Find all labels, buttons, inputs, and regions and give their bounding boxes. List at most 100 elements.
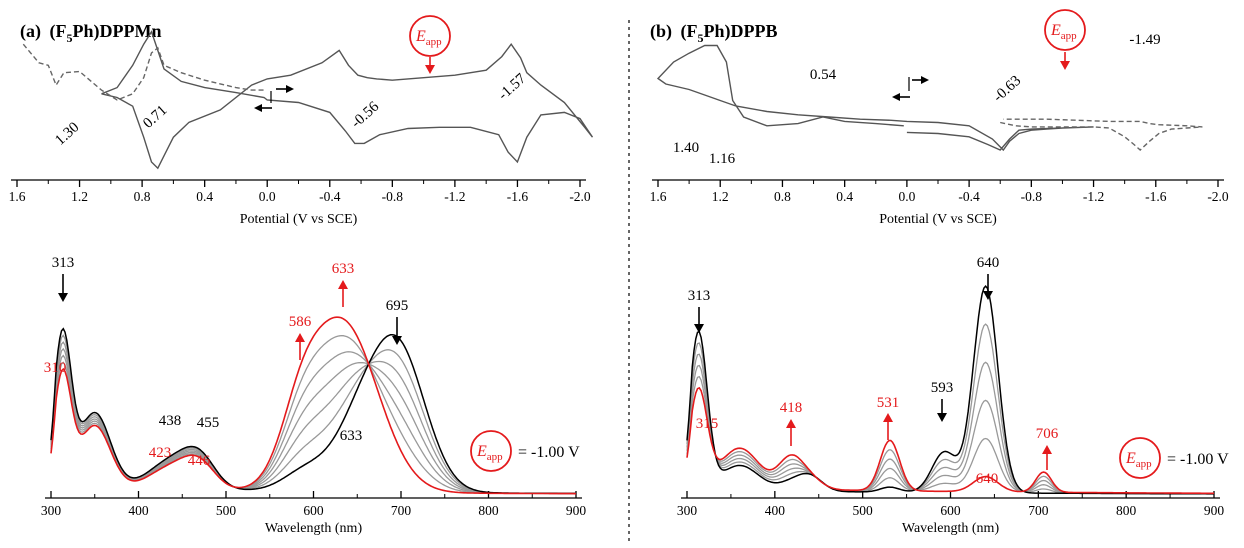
cv_a-tick-label: 0.8 (134, 189, 151, 204)
uv-b-peak-706: 706 (1036, 426, 1059, 442)
uv-a-peak-313: 313 (52, 255, 75, 271)
panel-b-tag: (b) (650, 21, 672, 42)
uv-a-eapp-badge-e: E (476, 443, 487, 460)
uv_b-tick-label: 400 (765, 503, 786, 518)
cv-chart-a: 1.6 1.2 0.8 0.4 0.0 -0.4 -0.8 -1.2 -1.6 -2.0 Poten… (9, 15, 594, 227)
cv-a-eapp-arrow-head (425, 65, 435, 74)
cv_a-tick-label: 0.4 (196, 189, 213, 204)
cv-a-peak-0-71: 0.71 (140, 102, 170, 131)
cv_b-tick-label: -1.6 (1145, 189, 1167, 204)
cv_a-tick-label: -2.0 (569, 189, 591, 204)
cv-b-eapp-badge-label: Eapp (1050, 22, 1077, 42)
cv-a-reverse-arrow-head (254, 104, 262, 112)
uv-a-peak-633-black: 633 (340, 428, 363, 444)
uv_a-spectrum-intermediate (50, 351, 576, 495)
uv_a-tick-label: 700 (391, 503, 412, 518)
uv_a-spectrum-final (50, 316, 576, 495)
uv_a-tick-label: 500 (216, 503, 237, 518)
cv-b-peak-1-40: 1.40 (673, 140, 699, 156)
cv-b-peak-1-16: 1.16 (709, 151, 736, 167)
uv_a-tick-label: 600 (303, 503, 324, 518)
panel-b-compound-post: Ph)DPPB (704, 21, 778, 42)
uv-a-peak-423: 423 (149, 445, 172, 461)
uv_a-tick-label: 400 (128, 503, 149, 518)
uv_a-spectrum-initial (50, 327, 576, 495)
cv-a-eapp-badge-label: Eapp (415, 28, 442, 48)
cv_b-tick-label: -2.0 (1207, 189, 1229, 204)
cv-b-peak-neg-1-49: -1.49 (1129, 32, 1160, 48)
cv-a-peak-neg-0-56: -0.56 (348, 98, 382, 131)
uv-a-peak-695: 695 (386, 298, 409, 314)
uv-a-peak-586: 586 (289, 314, 312, 330)
cv-a-eapp-badge-sub: app (426, 36, 442, 48)
panel-a-compound-sub: 5 (67, 31, 73, 45)
panel-a-compound-post: Ph)DPPMn (73, 21, 162, 42)
cv_b-tick-label: 0.4 (836, 189, 853, 204)
uv-b-arrow-313-head (694, 324, 704, 333)
cv_b-tick-label: -0.4 (958, 189, 980, 204)
uv-chart-b: 300 400 500 600 700 800 900 Wavelength (nm) 313 5… (677, 255, 1229, 536)
uv-b-peak-315: 315 (696, 416, 719, 432)
cv-b-peak-0-54: 0.54 (810, 67, 837, 83)
panel-b-title: (b) (F5Ph)DPPB (650, 21, 778, 45)
uv-b-peak-640: 640 (977, 255, 1000, 271)
cv_a-tick-label: 0.0 (259, 189, 276, 204)
uv-a-eapp-badge-circle (470, 430, 512, 472)
uv-a-arrow-695-head (392, 336, 402, 345)
uv-a-peak-438: 438 (159, 413, 182, 429)
uv-b-arrow-640-head (983, 291, 993, 300)
uv-a-peak-633-red: 633 (332, 261, 355, 277)
uv-b-eapp-value: = -1.00 V (1167, 451, 1229, 468)
uv-b-peak-640-red: 640 (976, 471, 999, 487)
cv-a-peak-1-30: 1.30 (52, 119, 82, 148)
cv_b-tick-label: -1.2 (1083, 189, 1104, 204)
cv-b-eapp-badge-sub: app (1061, 30, 1077, 42)
uv-b-arrow-418-head (786, 419, 796, 428)
cv_b-tick-label: 0.8 (774, 189, 791, 204)
cv_b-tick-label: 1.2 (712, 189, 729, 204)
uv-a-eapp-value: = -1.00 V (518, 444, 580, 461)
cv_b-series-solid (656, 44, 1094, 152)
uv-b-arrow-531-head (883, 413, 893, 422)
cv-a-forward-arrow-head (286, 85, 294, 93)
uv-a-arrow-586-head (295, 333, 305, 342)
panel-a-title: (a) (F5Ph)DPPMn (20, 21, 162, 45)
cv_b-tick-label: -0.8 (1021, 189, 1043, 204)
cv-a-eapp-badge-circle (409, 15, 451, 57)
uv_b-tick-label: 600 (940, 503, 961, 518)
cv-b-reverse-arrow-head (892, 93, 900, 101)
uv_b-tick-label: 500 (853, 503, 874, 518)
cv_a-tick-label: -1.6 (507, 189, 529, 204)
cv_a-tick-label: 1.2 (71, 189, 88, 204)
cv_a-tick-label: -0.4 (319, 189, 341, 204)
uv-a-peak-310: 310 (44, 360, 67, 376)
cv_b-tick-label: 0.0 (898, 189, 915, 204)
cv-a-eapp-badge-e: E (415, 28, 426, 45)
uv_a-tick-label: 300 (41, 503, 62, 518)
uv-b-arrow-593-head (937, 413, 947, 422)
uv-b-arrow-706-head (1042, 445, 1052, 454)
uv-a-eapp-badge-sub: app (487, 451, 503, 463)
uv-a-arrow-313-head (58, 293, 68, 302)
cv-b-eapp-arrow-head (1060, 61, 1070, 70)
uv-b-eapp-badge-e: E (1125, 450, 1136, 467)
cv_b-series-dashed (1000, 118, 1203, 151)
uv-a-eapp-badge-label: Eapp (476, 443, 503, 463)
uv-b-eapp-badge-circle (1119, 437, 1161, 479)
cv_a-tick-label: -0.8 (382, 189, 404, 204)
uv-b-eapp-badge-label: Eapp (1125, 450, 1152, 470)
uv-a-peak-446: 446 (188, 453, 211, 469)
uv_a-tick-label: 900 (566, 503, 587, 518)
cv_a-series-dashed (22, 43, 265, 101)
uv_b-tick-label: 700 (1028, 503, 1049, 518)
cv-chart-b: 1.6 1.2 0.8 0.4 0.0 -0.4 -0.8 -1.2 -1.6 -2.0 Poten… (650, 9, 1229, 227)
cv_b-tick-label: 1.6 (650, 189, 667, 204)
cv_a-series-solid (101, 30, 594, 170)
cv-b-eapp-badge-circle (1044, 9, 1086, 51)
cv_a-x-label: Potential (V vs SCE) (240, 212, 358, 227)
uv-b-peak-313: 313 (688, 288, 711, 304)
uv_a-tick-label: 800 (478, 503, 499, 518)
cv_a-tick-label: 1.6 (9, 189, 26, 204)
uv_b-spectrum-final (686, 386, 1214, 495)
